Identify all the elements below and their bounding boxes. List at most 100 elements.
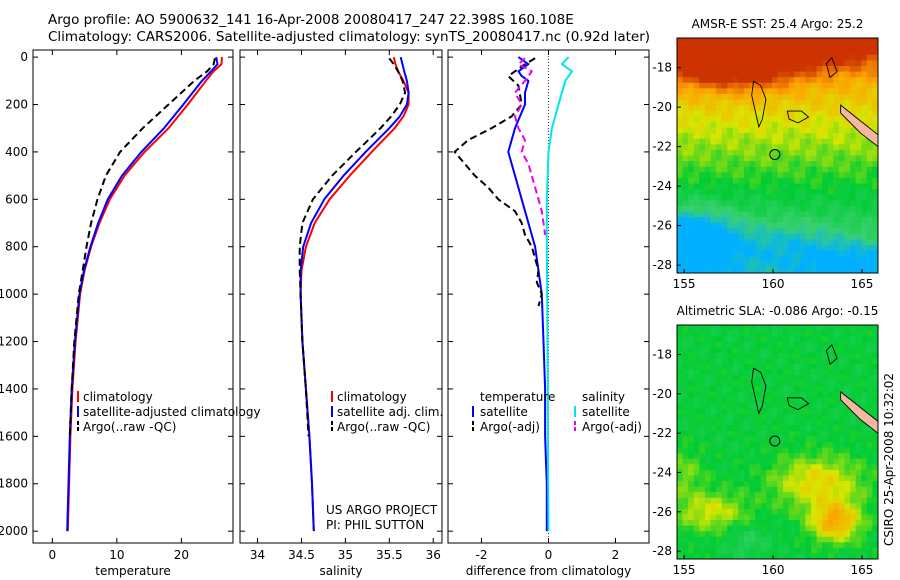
map-cell [749, 430, 756, 437]
reef-outline [786, 397, 810, 411]
map-cell [704, 347, 711, 354]
map-cell [822, 54, 829, 61]
map-cell [861, 486, 868, 493]
map-cell [827, 121, 834, 128]
map-cell [777, 553, 784, 560]
map-cell [811, 542, 817, 549]
map-cell [794, 166, 801, 173]
map-cell [738, 408, 745, 415]
map-cell [872, 239, 879, 246]
map-cell [850, 386, 857, 393]
map-cell [716, 166, 723, 173]
map-cell [788, 391, 795, 398]
map-cell [766, 375, 773, 382]
map-cell [866, 200, 873, 207]
map-cell [716, 222, 723, 229]
map-cell [822, 486, 829, 493]
map-cell [855, 189, 862, 196]
map-cell [872, 71, 879, 78]
map-cell [794, 375, 801, 382]
map-cell [710, 469, 717, 476]
map-cell [682, 127, 689, 134]
map-cell [760, 60, 767, 67]
map-cell [861, 116, 868, 123]
map-cell [783, 233, 790, 240]
map-cell [850, 503, 857, 510]
map-cell [833, 531, 840, 538]
map-cell [721, 65, 728, 72]
map-cell [766, 38, 773, 44]
map-cell [783, 453, 790, 460]
map-cell [771, 82, 778, 89]
map-cell [794, 71, 801, 78]
map-cell [777, 531, 784, 538]
map-cell [755, 553, 762, 560]
map-cell [805, 217, 812, 224]
map-cell [749, 453, 756, 460]
land-new-caledonia [840, 104, 879, 148]
map-cell [844, 60, 851, 67]
map-cell [771, 105, 778, 112]
map-cell [822, 245, 829, 252]
map-cell [760, 93, 767, 100]
map-cell [710, 486, 717, 493]
map-cell [805, 531, 812, 538]
map-cell [850, 425, 857, 432]
map-cell [749, 547, 756, 554]
map-cell [760, 486, 767, 493]
map-cell [827, 177, 834, 184]
map-cell [783, 553, 790, 560]
map-cell [833, 138, 840, 145]
map-cell [788, 161, 795, 168]
map-cell [777, 43, 784, 50]
map-cell [794, 453, 801, 460]
map-cell [799, 217, 806, 224]
map-cell [855, 525, 862, 532]
map-cell [688, 88, 695, 95]
map-cell [738, 250, 745, 257]
map-cell [710, 144, 717, 151]
map-cell [855, 71, 862, 78]
map-cell [710, 419, 717, 426]
map-cell [766, 531, 773, 538]
map-cell [811, 414, 817, 421]
map-cell [677, 99, 683, 106]
map-cell [749, 43, 756, 50]
map-cell [693, 447, 700, 454]
map-cell [866, 121, 873, 128]
map-cell [760, 375, 767, 382]
map-cell [783, 408, 790, 415]
map-cell [811, 127, 817, 134]
map-cell [805, 520, 812, 526]
map-cell [693, 88, 700, 95]
map-cell [866, 497, 873, 504]
map-cell [861, 492, 868, 499]
legend-entry: Argo(-adj) [480, 420, 540, 434]
map-cell [682, 82, 689, 89]
map-cell [688, 93, 695, 100]
map-cell [816, 503, 823, 510]
map-cell [783, 177, 790, 184]
map-cell [710, 375, 717, 382]
map-cell [760, 330, 767, 337]
map-cell [766, 133, 773, 140]
map-cell [822, 116, 829, 123]
map-cell [788, 65, 795, 72]
map-cell [872, 553, 879, 560]
map-cell [732, 77, 739, 84]
map-cell [850, 161, 857, 168]
map-cell [682, 497, 689, 504]
map-cell [749, 386, 756, 393]
map-cell [788, 358, 795, 365]
map-cell [816, 65, 823, 72]
map-cell [783, 82, 790, 89]
map-cell [688, 261, 695, 268]
map-cell [744, 436, 750, 443]
map-cell [727, 369, 734, 376]
map-cell [688, 403, 695, 409]
map-cell [838, 352, 845, 359]
map-cell [677, 347, 683, 354]
map-cell [732, 239, 739, 246]
map-cell [688, 380, 695, 387]
map-cell [755, 486, 762, 493]
